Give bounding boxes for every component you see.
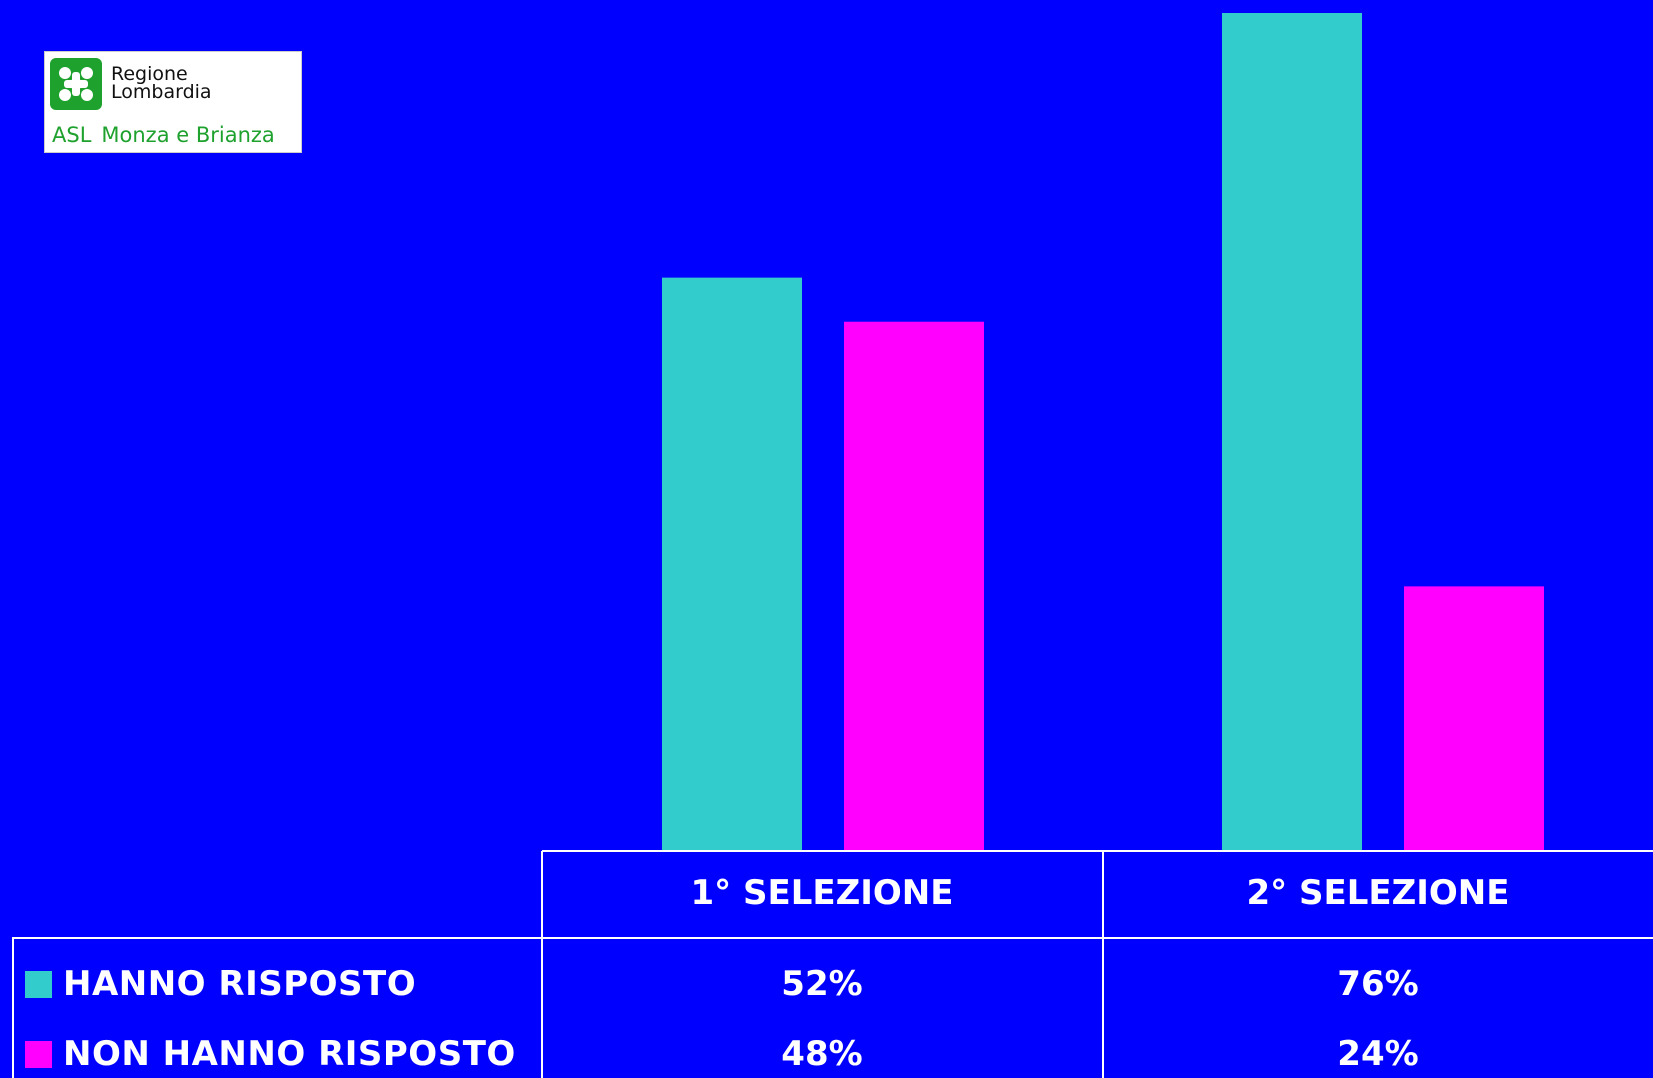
logo-asl-label: ASL xyxy=(52,123,92,147)
bars-layer xyxy=(662,13,1544,852)
bar-non-hanno-sel1 xyxy=(844,321,984,852)
table-grid xyxy=(12,850,1653,1078)
bar-hanno-sel1 xyxy=(662,277,802,851)
logo-area-label: Monza e Brianza xyxy=(101,123,275,147)
logo-regione-lombardia: Regione Lombardia ASL Monza e Brianza xyxy=(44,51,302,153)
bar-non-hanno-sel2 xyxy=(1404,586,1544,851)
logo-text-lombardia: Lombardia xyxy=(111,81,212,103)
bar-hanno-sel2 xyxy=(1222,13,1362,851)
regione-lombardia-logo-icon xyxy=(50,58,102,110)
logo-text-regione: Regione xyxy=(111,63,188,85)
logo-text-asl: ASL Monza e Brianza xyxy=(52,124,285,146)
